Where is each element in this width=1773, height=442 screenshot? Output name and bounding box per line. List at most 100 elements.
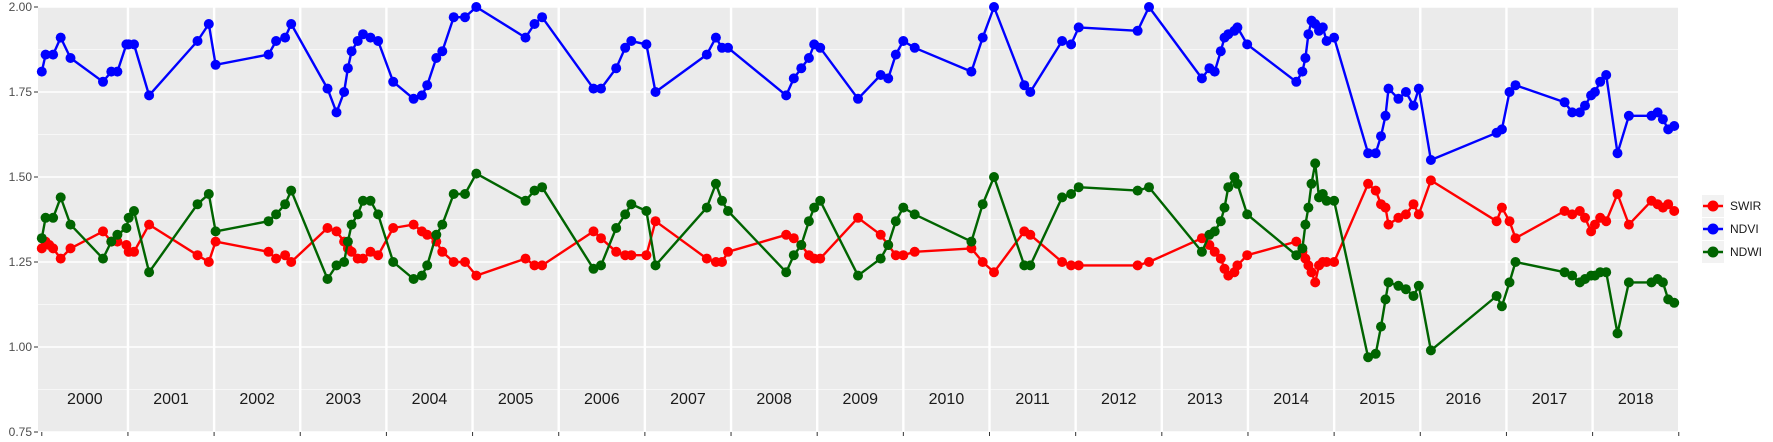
ndwi-point	[1559, 267, 1570, 278]
swir-point	[588, 226, 599, 237]
ndvi-point	[1510, 80, 1521, 91]
swir-point	[280, 250, 291, 261]
legend-key-marker-swir	[1707, 200, 1719, 212]
ndwi-point	[1057, 192, 1068, 203]
ndwi-point	[588, 263, 599, 274]
ndwi-point	[129, 206, 139, 216]
ndwi-point	[815, 195, 826, 206]
year-label: 2013	[1187, 391, 1223, 408]
swir-point	[1574, 206, 1585, 216]
ndvi-point	[1380, 110, 1391, 121]
ndwi-point	[1510, 257, 1521, 267]
ndvi-point	[1400, 87, 1411, 97]
x-axis-ticks	[41, 432, 1680, 436]
ndwi-point	[620, 209, 631, 220]
ndwi-point	[1321, 195, 1332, 206]
ndvi-point	[1376, 131, 1386, 142]
ndvi-point	[1132, 25, 1143, 36]
ndvi-point	[989, 2, 999, 12]
year-label: 2003	[326, 391, 362, 408]
ndwi-point	[106, 236, 117, 247]
y-tick-label: 1.50	[9, 170, 33, 184]
ndwi-point	[431, 229, 442, 240]
ndwi-point	[537, 182, 548, 193]
year-label: 2005	[498, 391, 534, 408]
ndvi-point	[1623, 110, 1634, 121]
year-label: 2011	[1015, 391, 1050, 408]
swir-point	[1408, 199, 1419, 210]
ndvi-point	[1232, 22, 1243, 33]
ndwi-point	[280, 199, 291, 210]
year-label: 2006	[584, 391, 620, 408]
swir-point	[853, 212, 863, 223]
swir-point	[437, 246, 448, 257]
ndwi-point	[803, 216, 814, 227]
ndwi-point	[1306, 178, 1317, 189]
ndvi-point	[977, 32, 988, 43]
ndvi-point	[537, 12, 548, 23]
ndwi-point	[796, 240, 807, 250]
ndvi-point	[322, 83, 333, 94]
year-label: 2004	[412, 391, 448, 408]
ndvi-point	[529, 19, 540, 29]
ndvi-point	[448, 12, 459, 23]
ndwi-point	[1601, 267, 1612, 278]
ndvi-point	[966, 66, 977, 77]
ndwi-point	[98, 253, 108, 264]
ndvi-point	[883, 73, 894, 84]
ndvi-point	[342, 63, 353, 74]
ndvi-point	[1425, 155, 1436, 165]
swir-point	[1215, 253, 1226, 264]
swir-point	[626, 250, 637, 261]
ndvi-point	[1215, 46, 1226, 57]
ndvi-point	[1567, 107, 1578, 118]
ndwi-point	[1132, 185, 1143, 196]
ndwi-point	[339, 257, 350, 267]
legend-label-swir: SWIR	[1730, 199, 1762, 213]
swir-point	[1601, 216, 1612, 227]
ndwi-point	[641, 206, 652, 216]
swir-point	[422, 229, 433, 240]
swir-point	[331, 226, 342, 237]
ndwi-point	[342, 236, 353, 247]
ndvi-point	[588, 83, 599, 94]
ndwi-point	[853, 270, 863, 281]
ndvi-point	[796, 63, 807, 74]
ndwi-point	[210, 226, 221, 237]
ndvi-point	[641, 39, 652, 50]
ndvi-point	[422, 80, 433, 91]
swir-point	[529, 260, 540, 271]
legend-label-ndvi: NDVI	[1730, 222, 1759, 236]
ndwi-point	[898, 202, 909, 213]
swir-point	[788, 233, 799, 244]
ndvi-point	[1297, 66, 1308, 77]
ndvi-point	[271, 36, 282, 46]
swir-point	[448, 257, 459, 267]
ndwi-point	[1025, 260, 1036, 271]
swir-point	[98, 226, 108, 237]
swir-point	[203, 257, 214, 267]
ndvi-point	[40, 49, 51, 60]
ndvi-point	[416, 90, 427, 101]
ndvi-point	[1595, 76, 1606, 87]
ndwi-point	[1144, 182, 1154, 193]
swir-point	[1321, 257, 1332, 267]
swir-point	[717, 257, 727, 267]
ndwi-point	[123, 212, 134, 223]
swir-point	[1669, 206, 1680, 216]
ndwi-point	[192, 199, 203, 210]
ndwi-point	[1383, 277, 1394, 288]
year-label: 2010	[929, 391, 965, 408]
swir-point	[144, 219, 155, 230]
swir-point	[1144, 257, 1154, 267]
ndwi-point	[710, 178, 721, 189]
ndwi-point	[388, 257, 399, 267]
swir-point	[192, 250, 203, 261]
ndwi-point	[809, 202, 820, 213]
ndvi-point	[1504, 87, 1515, 97]
ndwi-point	[1196, 246, 1207, 257]
swir-point	[1066, 260, 1077, 271]
swir-point	[596, 233, 606, 244]
year-label: 2016	[1446, 391, 1482, 408]
swir-point	[909, 246, 920, 257]
